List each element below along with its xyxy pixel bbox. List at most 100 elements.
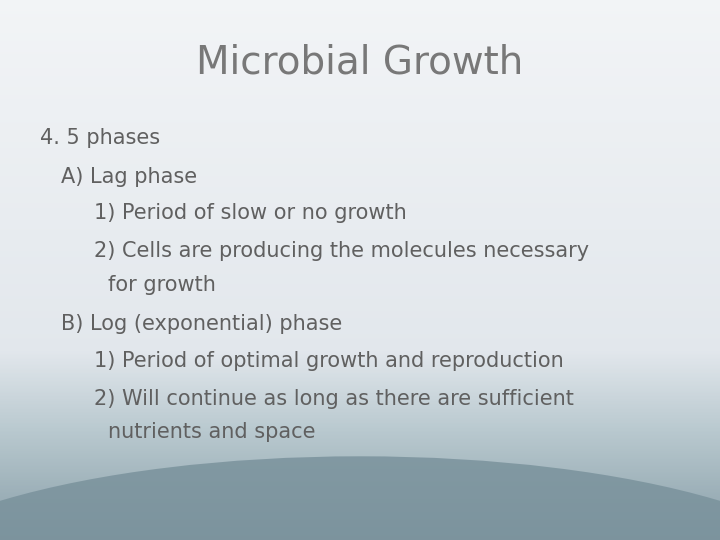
Bar [0, 361, 720, 362]
Bar [0, 40, 720, 42]
Bar [0, 509, 720, 510]
Bar [0, 78, 720, 79]
Bar [0, 440, 720, 442]
Bar [0, 47, 720, 49]
Bar [0, 386, 720, 388]
Bar [0, 56, 720, 57]
Bar [0, 384, 720, 386]
Bar [0, 17, 720, 19]
Bar [0, 159, 720, 160]
Bar [0, 431, 720, 432]
Bar [0, 458, 720, 459]
Bar [0, 528, 720, 529]
Bar [0, 165, 720, 166]
Bar [0, 325, 720, 327]
Ellipse shape [0, 456, 720, 540]
Bar [0, 397, 720, 399]
Bar [0, 357, 720, 359]
Bar [0, 201, 720, 202]
Bar [0, 2, 720, 3]
Bar [0, 282, 720, 284]
Text: 1) Period of optimal growth and reproduction: 1) Period of optimal growth and reproduc… [94, 350, 563, 371]
Bar [0, 472, 720, 474]
Bar [0, 118, 720, 119]
Bar [0, 308, 720, 309]
Bar [0, 429, 720, 431]
Bar [0, 309, 720, 310]
Text: 4. 5 phases: 4. 5 phases [40, 127, 160, 148]
Bar [0, 265, 720, 266]
Bar [0, 129, 720, 130]
Bar [0, 523, 720, 524]
Bar [0, 87, 720, 89]
Bar [0, 27, 720, 28]
Bar [0, 417, 720, 418]
Bar [0, 486, 720, 487]
Bar [0, 291, 720, 292]
Bar [0, 107, 720, 108]
Bar [0, 359, 720, 361]
Bar [0, 271, 720, 273]
Bar [0, 233, 720, 235]
Bar [0, 408, 720, 409]
Bar [0, 262, 720, 263]
Bar [0, 422, 720, 424]
Bar [0, 109, 720, 111]
Bar [0, 205, 720, 206]
Bar [0, 51, 720, 53]
Bar [0, 84, 720, 85]
Bar [0, 409, 720, 410]
Bar [0, 151, 720, 152]
Bar [0, 8, 720, 9]
Bar [0, 454, 720, 455]
Bar [0, 293, 720, 294]
Bar [0, 222, 720, 224]
Bar [0, 516, 720, 517]
Bar [0, 338, 720, 339]
Bar [0, 104, 720, 105]
Bar [0, 323, 720, 324]
Bar [0, 487, 720, 489]
Bar [0, 329, 720, 330]
Bar [0, 46, 720, 47]
Bar [0, 393, 720, 394]
Bar [0, 25, 720, 27]
Bar [0, 464, 720, 465]
Bar [0, 375, 720, 377]
Bar [0, 526, 720, 528]
Bar [0, 275, 720, 276]
Bar [0, 94, 720, 96]
Bar [0, 3, 720, 4]
Bar [0, 251, 720, 252]
Bar [0, 379, 720, 381]
Bar [0, 507, 720, 508]
Bar [0, 152, 720, 154]
Bar [0, 4, 720, 5]
Bar [0, 73, 720, 74]
Bar [0, 63, 720, 65]
Bar [0, 498, 720, 500]
Bar [0, 501, 720, 502]
Bar [0, 212, 720, 213]
Bar [0, 273, 720, 274]
Text: Microbial Growth: Microbial Growth [197, 43, 523, 81]
Bar [0, 313, 720, 314]
Bar [0, 518, 720, 519]
Bar [0, 280, 720, 281]
Bar [0, 172, 720, 173]
Bar [0, 534, 720, 535]
Bar [0, 496, 720, 497]
Bar [0, 383, 720, 384]
Bar [0, 321, 720, 322]
Bar [0, 134, 720, 135]
Bar [0, 316, 720, 317]
Bar [0, 512, 720, 513]
Bar [0, 456, 720, 458]
Bar [0, 162, 720, 163]
Bar [0, 436, 720, 437]
Bar [0, 158, 720, 159]
Bar [0, 204, 720, 205]
Bar [0, 232, 720, 233]
Text: 2) Will continue as long as there are sufficient: 2) Will continue as long as there are su… [94, 388, 573, 409]
Bar [0, 410, 720, 411]
